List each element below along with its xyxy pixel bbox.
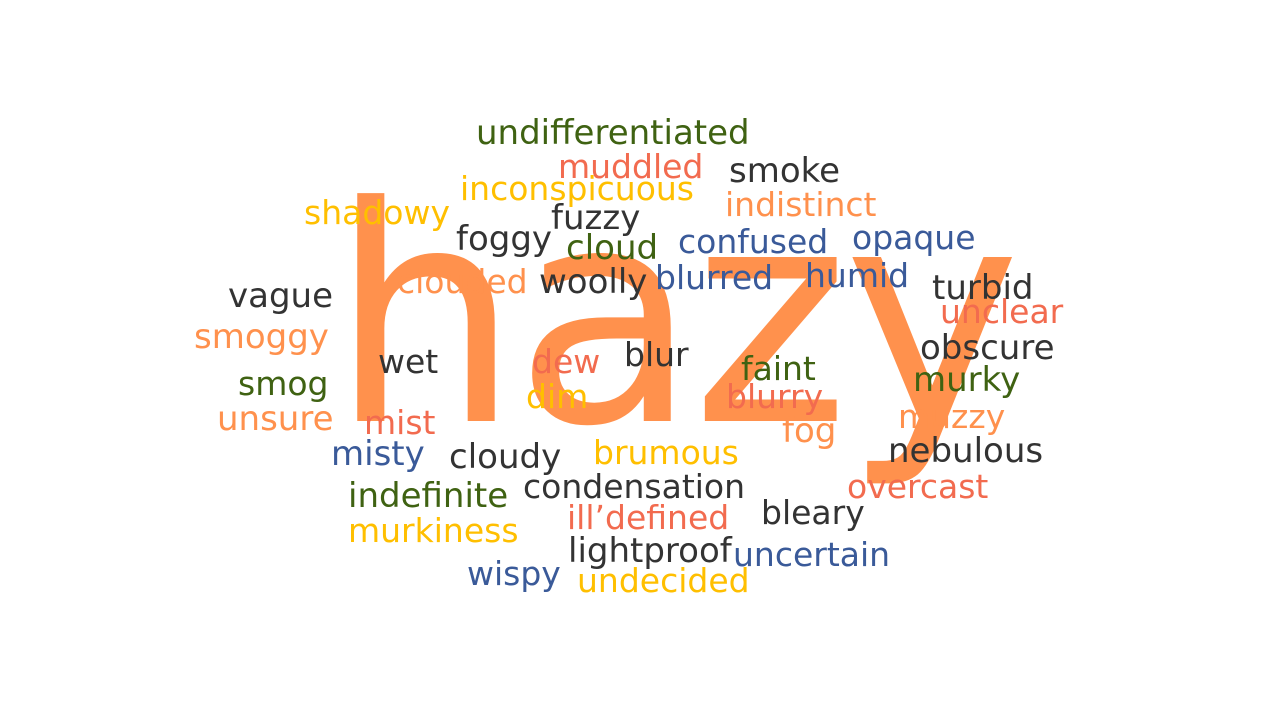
cloud-word: blur xyxy=(624,335,689,374)
cloud-word: cloudy xyxy=(449,437,562,477)
cloud-word: smoke xyxy=(729,151,841,191)
cloud-word: opaque xyxy=(852,218,976,257)
cloud-word: wet xyxy=(378,342,439,381)
cloud-word: nebulous xyxy=(888,431,1044,471)
cloud-word: undifferentiated xyxy=(476,113,750,153)
cloud-word: cloud xyxy=(566,228,659,268)
cloud-word: dim xyxy=(526,377,589,416)
cloud-word: vague xyxy=(228,276,334,316)
cloud-word: obscure xyxy=(920,328,1055,368)
cloud-word: murkiness xyxy=(348,511,519,550)
cloud-word: wispy xyxy=(467,554,561,593)
cloud-word: indefinite xyxy=(348,476,509,516)
cloud-word: humid xyxy=(805,256,910,295)
cloud-word: unsure xyxy=(217,399,334,439)
cloud-word: confused xyxy=(678,222,829,261)
cloud-word: blurry xyxy=(726,377,824,416)
cloud-word: lightproof xyxy=(568,531,732,571)
cloud-word: turbid xyxy=(932,268,1034,308)
cloud-word: clouded xyxy=(397,262,528,301)
cloud-word: overcast xyxy=(847,467,989,506)
cloud-word: ill’defined xyxy=(567,498,730,537)
cloud-word: unclear xyxy=(940,292,1064,331)
cloud-word: murky xyxy=(913,360,1021,400)
cloud-word: fuzzy xyxy=(551,198,641,238)
cloud-word: dew xyxy=(532,342,601,381)
cloud-word: smog xyxy=(238,364,329,403)
cloud-word: brumous xyxy=(593,433,739,472)
cloud-word: mist xyxy=(364,403,436,442)
cloud-word: muzzy xyxy=(898,397,1006,436)
cloud-word: blurred xyxy=(655,258,774,297)
cloud-word: condensation xyxy=(523,467,746,506)
cloud-word: woolly xyxy=(539,262,648,302)
main-word: hazy xyxy=(330,143,1021,492)
cloud-word: foggy xyxy=(456,219,553,259)
cloud-word: undecided xyxy=(577,561,750,600)
cloud-word: bleary xyxy=(761,493,865,532)
cloud-word: shadowy xyxy=(304,193,450,232)
cloud-word: smoggy xyxy=(194,317,329,357)
cloud-word: uncertain xyxy=(733,535,891,574)
cloud-word: muddled xyxy=(558,147,704,186)
cloud-word: misty xyxy=(331,434,425,474)
cloud-word: fog xyxy=(782,411,837,451)
cloud-word: faint xyxy=(741,349,816,388)
cloud-word: indistinct xyxy=(725,185,877,224)
cloud-word: inconspicuous xyxy=(460,169,694,208)
